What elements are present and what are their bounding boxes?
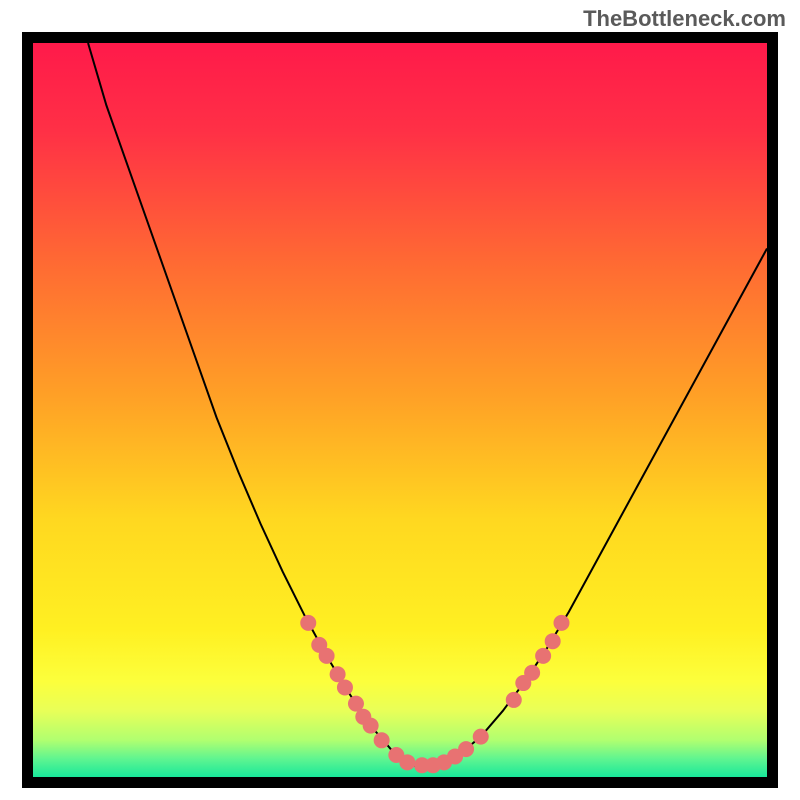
- chart-svg: [22, 32, 778, 788]
- watermark-text: TheBottleneck.com: [583, 6, 786, 32]
- bottleneck-chart: [22, 32, 778, 788]
